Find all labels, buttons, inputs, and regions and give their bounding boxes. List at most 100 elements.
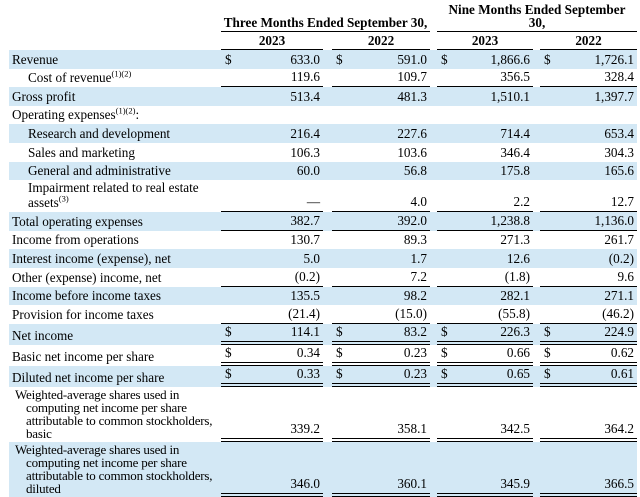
cell-value: $0.23 — [332, 366, 430, 387]
cell-value: 339.2 — [221, 387, 323, 442]
column-gap — [533, 231, 540, 250]
column-gap — [533, 442, 540, 497]
table-row: Weighted-average shares used in computin… — [9, 387, 637, 442]
cell-value: 346.0 — [221, 442, 323, 497]
cell-value: $1,866.6 — [437, 50, 533, 69]
column-gap — [323, 268, 332, 287]
amount: (0.2) — [608, 250, 634, 266]
column-gap — [533, 287, 540, 306]
cell-value: $0.34 — [221, 345, 323, 366]
amount: 135.5 — [290, 288, 320, 304]
dollar-sign: $ — [336, 323, 343, 339]
amount: 224.9 — [604, 323, 634, 339]
cell-value: 216.4 — [221, 124, 323, 143]
cell-value: 109.7 — [332, 69, 430, 88]
column-gap — [533, 387, 540, 442]
amount: 346.4 — [500, 144, 530, 160]
dollar-sign: $ — [225, 323, 232, 339]
column-gap — [430, 249, 437, 268]
cell-value: $0.23 — [332, 345, 430, 366]
footnote-marker: (3) — [58, 193, 69, 204]
cell-value: 98.2 — [332, 287, 430, 306]
amount: 513.4 — [290, 88, 320, 104]
table-row: Basic net income per share $0.34 $0.23 $0.6… — [9, 345, 637, 366]
amount: 1,866.6 — [490, 51, 530, 67]
column-gap — [533, 305, 540, 324]
cell-value: 653.4 — [540, 124, 637, 143]
cell-value: 89.3 — [332, 231, 430, 250]
amount: 7.2 — [410, 268, 427, 284]
amount: 653.4 — [604, 125, 634, 141]
amount: 119.6 — [290, 69, 320, 85]
cell-value — [332, 106, 430, 125]
column-gap — [323, 50, 332, 69]
amount: 339.2 — [290, 420, 320, 436]
table-row: Sales and marketing 106.3 103.6 346.4 304.3 — [9, 143, 637, 162]
cell-value: 513.4 — [221, 87, 323, 106]
column-gap — [430, 345, 437, 366]
table-row: Cost of revenue(1)(2) 119.6 109.7 356.5 328.… — [9, 69, 637, 88]
table-row: Diluted net income per share $0.33 $0.23 $0… — [9, 365, 637, 387]
cell-value: $226.3 — [437, 324, 533, 345]
column-gap — [430, 287, 437, 306]
cell-value: 60.0 — [221, 162, 323, 181]
amount: 714.4 — [500, 125, 530, 141]
cell-value: 345.9 — [437, 442, 533, 497]
amount: 98.2 — [403, 288, 427, 304]
table-row: Gross profit 513.4 481.3 1,510.1 1,397.7 — [9, 87, 637, 106]
cell-value — [540, 106, 637, 125]
dollar-sign: $ — [336, 344, 343, 360]
cell-value: $0.33 — [221, 366, 323, 387]
amount: 360.1 — [397, 475, 427, 491]
cell-value: 135.5 — [221, 287, 323, 306]
year-header: 2023 — [221, 33, 323, 50]
column-gap — [323, 366, 332, 387]
amount: 364.2 — [604, 420, 634, 436]
cell-value: 342.5 — [437, 387, 533, 442]
amount: 106.3 — [290, 144, 320, 160]
cell-value: $114.1 — [221, 324, 323, 345]
table-row: Impairment related to real estate assets… — [9, 180, 637, 213]
amount: (1.8) — [504, 268, 530, 284]
dollar-sign: $ — [225, 51, 232, 67]
cell-value: $591.0 — [332, 50, 430, 69]
dollar-sign: $ — [544, 323, 551, 339]
cell-value: $633.0 — [221, 50, 323, 69]
cell-value: 103.6 — [332, 143, 430, 162]
amount: 89.3 — [403, 232, 427, 248]
column-gap — [430, 212, 437, 231]
cell-value: 346.4 — [437, 143, 533, 162]
column-gap — [430, 69, 437, 88]
column-gap — [323, 69, 332, 88]
column-gap — [323, 387, 332, 442]
row-label: Operating expenses(1)(2): — [12, 105, 140, 123]
amount: 271.1 — [604, 288, 634, 304]
table-row: Operating expenses(1)(2): — [9, 106, 637, 125]
column-gap — [430, 366, 437, 387]
amount: — — [306, 194, 320, 210]
amount: 342.5 — [500, 420, 530, 436]
column-gap — [323, 231, 332, 250]
amount: 382.7 — [290, 212, 320, 228]
column-gap — [430, 143, 437, 162]
row-label: Income from operations — [12, 232, 139, 248]
amount: 175.8 — [500, 163, 530, 179]
cell-value: 227.6 — [332, 124, 430, 143]
amount: 12.6 — [506, 250, 530, 266]
amount: 109.7 — [397, 69, 427, 85]
cell-value: 1,136.0 — [540, 212, 637, 231]
table-row: Other (expense) income, net (0.2) 7.2 (1.8)… — [9, 268, 637, 287]
cell-value: $83.2 — [332, 324, 430, 345]
column-gap — [323, 143, 332, 162]
row-label: Cost of revenue(1)(2) — [28, 68, 132, 86]
amount: 12.7 — [610, 194, 634, 210]
column-gap — [430, 324, 437, 345]
column-gap — [323, 180, 332, 212]
column-gap — [323, 305, 332, 324]
amount: (21.4) — [288, 305, 320, 321]
dollar-sign: $ — [441, 344, 448, 360]
column-gap — [323, 106, 332, 125]
amount: 0.66 — [506, 344, 530, 360]
column-gap — [430, 124, 437, 143]
dollar-sign: $ — [441, 51, 448, 67]
